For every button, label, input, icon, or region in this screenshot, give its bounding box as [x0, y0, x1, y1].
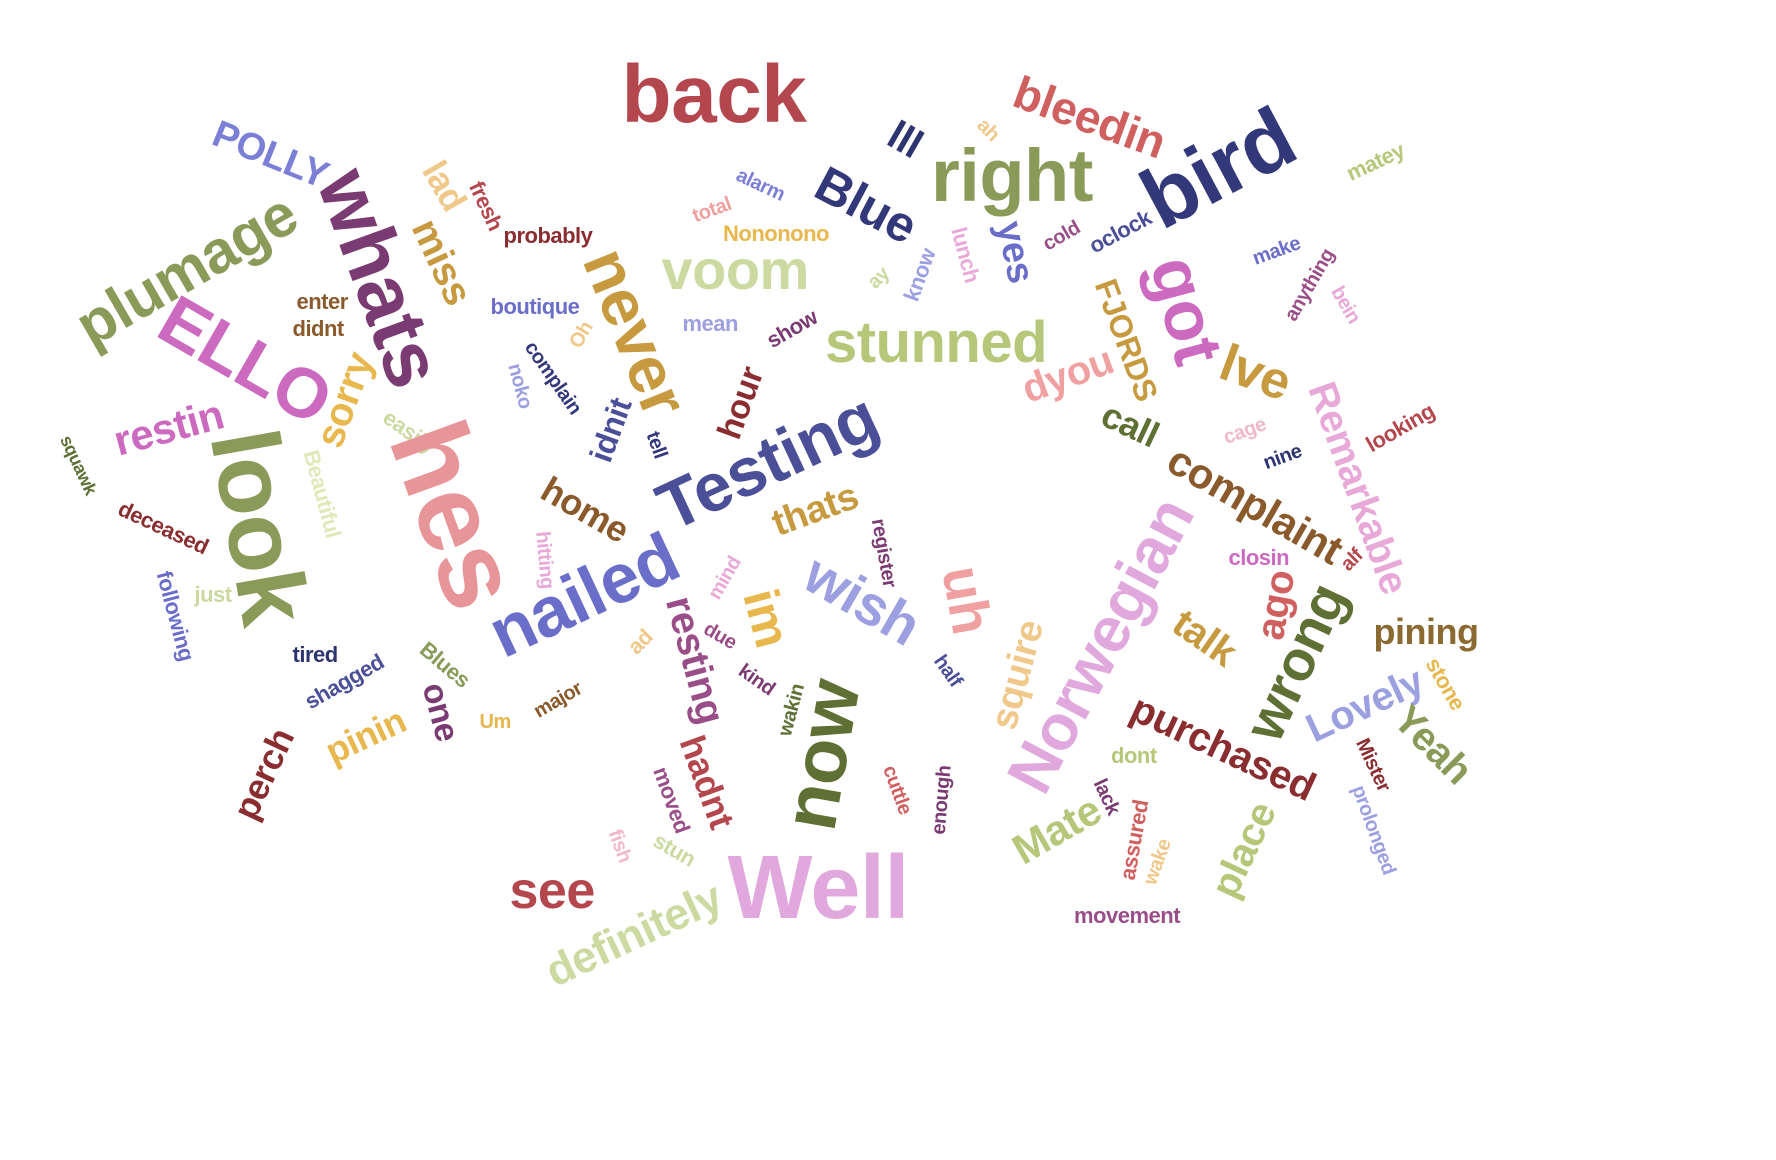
word-lad: lad	[413, 153, 475, 218]
word-major: major	[529, 677, 586, 723]
word-back: back	[621, 49, 807, 140]
word-im: im	[731, 583, 801, 653]
word-noko: noko	[503, 361, 537, 411]
word-mean: mean	[682, 311, 739, 336]
word-matey: matey	[1341, 137, 1408, 186]
word-nine: nine	[1259, 439, 1305, 475]
word-kind: kind	[733, 659, 779, 701]
word-voom: voom	[661, 238, 810, 301]
word-right: right	[931, 134, 1093, 217]
word-resting: resting	[656, 591, 733, 729]
word-cold: cold	[1038, 216, 1084, 256]
word-stone: stone	[1420, 653, 1471, 715]
word-see: see	[509, 862, 596, 920]
word-cage: cage	[1220, 413, 1270, 449]
word-ad: ad	[621, 624, 658, 660]
word-pinin: pinin	[318, 699, 412, 772]
word-dont: dont	[1111, 743, 1157, 768]
word-wish: wish	[793, 541, 932, 658]
word-nononono: Nononono	[723, 221, 829, 246]
word-talk: talk	[1163, 600, 1245, 676]
word-mate: Mate	[1004, 785, 1109, 874]
word-enough: enough	[927, 764, 956, 836]
word-perch: perch	[224, 721, 303, 826]
word-um: Um	[479, 711, 512, 733]
word-boutique: boutique	[490, 294, 580, 319]
word-call: call	[1095, 393, 1166, 456]
word-looking: looking	[1361, 398, 1439, 458]
word-make: make	[1249, 232, 1303, 270]
word-following: following	[151, 568, 200, 664]
word-just: just	[194, 582, 233, 607]
word-cuttle: cuttle	[878, 762, 917, 818]
word-tell: tell	[641, 428, 671, 462]
word-deceased: deceased	[114, 495, 213, 560]
word-oclock: oclock	[1084, 204, 1155, 259]
word-stunned: stunned	[825, 310, 1048, 375]
word-closin: closin	[1228, 545, 1290, 570]
word-enter: enter	[296, 289, 349, 314]
word-lll: lll	[880, 112, 930, 168]
word-probably: probably	[503, 223, 593, 248]
word-prolonged: prolonged	[1346, 782, 1400, 878]
word-fish: fish	[603, 826, 636, 866]
word-yeah: Yeah	[1384, 697, 1481, 793]
word-didnt: didnt	[292, 316, 345, 341]
word-stun: stun	[648, 827, 700, 872]
word-alarm: alarm	[732, 164, 788, 206]
word-half: half	[929, 650, 967, 692]
word-show: show	[762, 304, 822, 353]
word-well: Well	[727, 838, 910, 938]
word-squawk: squawk	[55, 432, 101, 498]
word-tired: tired	[292, 642, 339, 667]
word-lunch: lunch	[946, 224, 985, 286]
word-idnit: idnit	[581, 393, 639, 467]
word-place: place	[1202, 795, 1285, 905]
word-bein: bein	[1325, 282, 1365, 328]
word-uh: uh	[929, 561, 1004, 639]
word-movement: movement	[1074, 903, 1181, 928]
word-got: got	[1134, 248, 1238, 372]
word-yes: yes	[987, 217, 1042, 287]
word-pining: pining	[1373, 611, 1479, 652]
word-ay: ay	[862, 262, 894, 294]
word-fresh: fresh	[463, 177, 508, 235]
word-know: know	[898, 245, 941, 305]
